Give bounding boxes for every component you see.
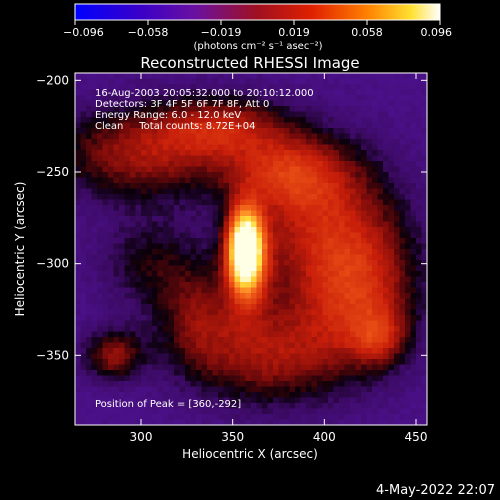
peak-position-label: Position of Peak = [360,-292] xyxy=(95,399,241,410)
annotation-energy: Energy Range: 6.0 - 12.0 keV xyxy=(95,110,241,121)
chart-title: Reconstructed RHESSI Image xyxy=(140,54,359,72)
x-tick-label: 350 xyxy=(221,430,244,444)
y-axis-ticks: −200 −250 −300 −350 xyxy=(36,73,427,362)
x-axis-label: Heliocentric X (arcsec) xyxy=(182,447,318,461)
y-tick-label: −350 xyxy=(36,348,69,362)
annotation-detectors: Detectors: 3F 4F 5F 6F 7F 8F, Att 0 xyxy=(95,99,269,110)
x-tick-label: 300 xyxy=(130,430,153,444)
colorbar-tick-label: 0.019 xyxy=(278,26,310,39)
colorbar-unit-label: (photons cm⁻² s⁻¹ asec⁻²) xyxy=(193,41,322,52)
colorbar-tick-label: −0.058 xyxy=(128,26,169,39)
colorbar-tick-label: 0.058 xyxy=(351,26,383,39)
colorbar-tick-label: −0.019 xyxy=(201,26,242,39)
x-axis-ticks: 300 350 400 450 xyxy=(130,73,428,444)
plot-frame xyxy=(74,72,428,426)
colorbar-ticks: −0.096 −0.058 −0.019 0.019 0.058 0.096 xyxy=(63,20,452,39)
y-tick-label: −300 xyxy=(36,257,69,271)
colorbar-gradient xyxy=(74,3,441,21)
colorbar-tick-label: −0.096 xyxy=(63,26,104,39)
y-tick-label: −200 xyxy=(36,73,69,87)
heatmap-canvas xyxy=(75,73,427,425)
x-tick-label: 400 xyxy=(313,430,336,444)
colorbar: −0.096 −0.058 −0.019 0.019 0.058 0.096 (photo… xyxy=(63,3,452,52)
y-tick-label: −250 xyxy=(36,165,69,179)
x-tick-label: 450 xyxy=(405,430,428,444)
annotation-clean: Clean Total counts: 8.72E+04 xyxy=(95,121,255,132)
footer-date: 4-May-2022 22:07 xyxy=(376,483,495,498)
annotation-time: 16-Aug-2003 20:05:32.000 to 20:10:12.000 xyxy=(95,88,314,99)
heatmap-image xyxy=(75,73,427,425)
annotation-block: 16-Aug-2003 20:05:32.000 to 20:10:12.000… xyxy=(95,88,314,132)
y-axis-label: Heliocentric Y (arcsec) xyxy=(13,182,27,317)
colorbar-tick-label: 0.096 xyxy=(421,26,453,39)
